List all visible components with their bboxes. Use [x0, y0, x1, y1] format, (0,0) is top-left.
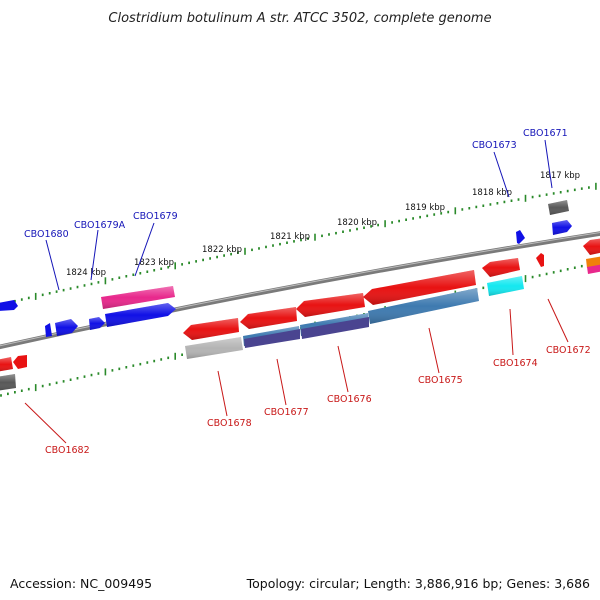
gene-small-blue-1[interactable]	[45, 323, 52, 337]
scale-label-1822-kbp: 1822 kbp	[202, 245, 242, 255]
gene-cbo1673[interactable]	[516, 230, 525, 244]
gene-cbo1676-shade	[296, 293, 365, 317]
gene-cbo1679-shade	[105, 303, 176, 327]
callout-line-cbo1676	[337, 345, 349, 393]
gene-right-orange[interactable]	[586, 256, 600, 268]
accession-text: Accession: NC_009495	[10, 576, 153, 591]
label-cbo1677[interactable]: CBO1677	[264, 407, 309, 418]
gene-cbo1671-gray-shade	[548, 200, 569, 215]
label-cbo1679a[interactable]: CBO1679A	[74, 220, 126, 231]
scale-ticks-upper	[0, 182, 597, 306]
gene-red-small-left[interactable]	[13, 355, 27, 369]
scale-label-1818-kbp: 1818 kbp	[472, 188, 512, 198]
callout-line-cbo1673	[493, 151, 510, 198]
scale-label-1824-kbp: 1824 kbp	[66, 268, 106, 278]
gene-cbo1671-shade	[552, 220, 572, 235]
genes-upper-strand	[0, 200, 572, 337]
gene-labels-top: CBO1680 CBO1679A CBO1679 CBO1673 CBO1671	[24, 128, 568, 291]
label-cbo1678[interactable]: CBO1678	[207, 418, 252, 429]
callout-line-cbo1678	[217, 370, 228, 417]
genes-lower-strand	[0, 238, 600, 391]
gene-cbo1678-shade	[183, 318, 239, 340]
callout-line-cbo1680	[45, 239, 60, 291]
genome-backbone	[0, 231, 600, 350]
callout-line-cbo1679	[134, 222, 155, 277]
gene-cbo1675-steel-shade	[368, 288, 479, 324]
genome-backbone-highlight	[0, 232, 600, 347]
gene-cbo1677-purple[interactable]	[244, 329, 300, 348]
gene-right-pink[interactable]	[587, 264, 600, 274]
scale-labels: 1824 kbp 1823 kbp 1822 kbp 1821 kbp 1820…	[66, 171, 580, 278]
label-cbo1673[interactable]: CBO1673	[472, 140, 517, 151]
gene-cbo1674-shade	[482, 258, 520, 277]
callout-line-cbo1671	[544, 139, 553, 189]
label-cbo1675[interactable]: CBO1675	[418, 375, 463, 386]
scale-label-1817-kbp: 1817 kbp	[540, 171, 580, 181]
callout-line-cbo1672	[547, 298, 569, 343]
gene-right-red-shade	[583, 238, 600, 255]
gene-blue-3-shade	[89, 317, 105, 330]
label-cbo1679[interactable]: CBO1679	[133, 211, 178, 222]
gene-cbo1677-shade	[240, 307, 297, 329]
label-cbo1672[interactable]: CBO1672	[546, 345, 591, 356]
scale-label-1821-kbp: 1821 kbp	[270, 232, 310, 242]
scale-label-1823-kbp: 1823 kbp	[134, 258, 174, 268]
label-cbo1676[interactable]: CBO1676	[327, 394, 372, 405]
label-cbo1682[interactable]: CBO1682	[45, 445, 90, 456]
gene-cbo1679-pink-shade	[101, 286, 175, 309]
gene-cbo1682-red-shade	[0, 357, 13, 372]
gene-labels-bottom: CBO1682 CBO1678 CBO1677 CBO1676 CBO1675 …	[24, 298, 591, 456]
label-cbo1680[interactable]: CBO1680	[24, 229, 69, 240]
callout-line-cbo1682	[24, 402, 67, 444]
gene-cbo1676-purple[interactable]	[301, 317, 369, 339]
gene-cbo1674-cyan-shade	[487, 276, 524, 296]
gene-cbo1675-shade	[363, 270, 476, 305]
scale-label-1819-kbp: 1819 kbp	[405, 203, 445, 213]
callout-line-cbo1675	[428, 327, 440, 374]
gene-cbo1679a-arrow[interactable]	[0, 300, 18, 311]
label-cbo1674[interactable]: CBO1674	[493, 358, 538, 369]
topology-text: Topology: circular; Length: 3,886,916 bp…	[246, 576, 590, 591]
map-title: Clostridium botulinum A str. ATCC 3502, …	[108, 11, 491, 26]
callout-line-cbo1674	[509, 308, 514, 356]
gene-cbo1682-gray-shade	[0, 374, 16, 391]
gene-cbo1678-gray-shade	[185, 337, 243, 359]
callout-line-cbo1677	[276, 358, 287, 406]
gene-cbo1672[interactable]	[536, 253, 544, 267]
scale-label-1820-kbp: 1820 kbp	[337, 218, 377, 228]
callout-line-cbo1679a	[90, 229, 99, 281]
gene-blue-2-shade	[55, 319, 78, 336]
label-cbo1671[interactable]: CBO1671	[523, 128, 568, 139]
